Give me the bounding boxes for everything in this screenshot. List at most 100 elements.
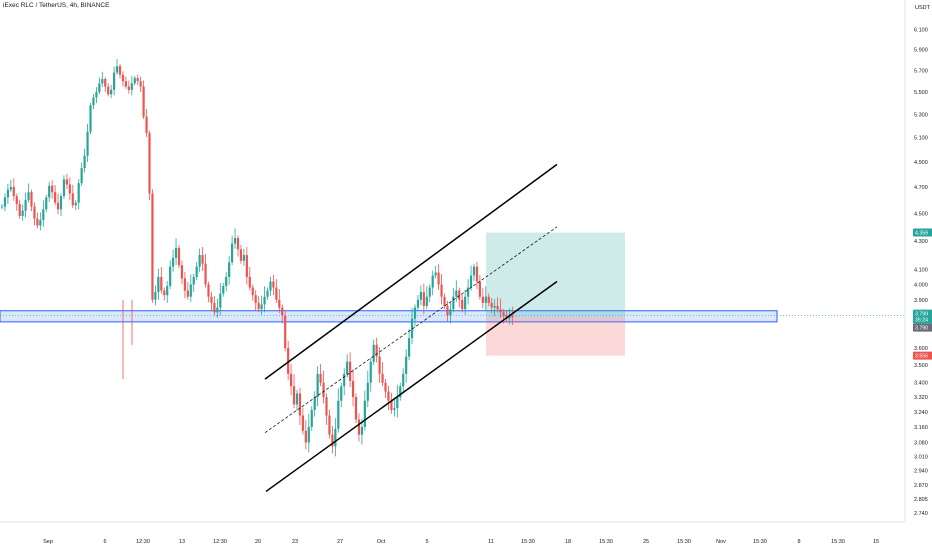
candle xyxy=(322,370,325,404)
candle xyxy=(475,261,479,290)
candle xyxy=(3,193,7,212)
candle xyxy=(278,289,281,314)
x-tick-label: 15:30 xyxy=(753,539,767,545)
x-tick-label: 13 xyxy=(179,539,185,545)
candle xyxy=(422,283,425,314)
y-tick-label: 4.500 xyxy=(914,211,928,217)
y-tick-label: 3.160 xyxy=(914,425,928,431)
candle xyxy=(186,282,189,300)
x-tick-label: 25 xyxy=(643,539,649,545)
candle xyxy=(428,284,431,303)
candle xyxy=(387,385,390,410)
candle xyxy=(148,130,151,201)
target-price-badge: 4.359 xyxy=(913,228,932,237)
candle xyxy=(275,279,278,303)
y-tick-label: 2.940 xyxy=(914,469,928,475)
chart-title: iExec RLC / TetherUS, 4h, BINANCE xyxy=(3,2,110,9)
candle xyxy=(166,281,169,303)
candle xyxy=(502,309,505,324)
candle xyxy=(42,200,45,227)
svg-text:3.556: 3.556 xyxy=(915,354,928,360)
candle xyxy=(107,83,110,97)
candle xyxy=(86,123,89,162)
candle xyxy=(195,261,198,280)
candle xyxy=(284,310,287,352)
candle xyxy=(157,268,160,300)
candle xyxy=(15,193,18,211)
svg-text:35:24: 35:24 xyxy=(915,318,928,324)
y-tick-label: 2.805 xyxy=(914,497,928,503)
candle xyxy=(142,80,145,120)
candle xyxy=(334,418,337,457)
y-tick-label: 4.000 xyxy=(914,282,928,288)
candle xyxy=(478,274,481,300)
x-tick-label: Oct xyxy=(377,539,386,545)
candle xyxy=(437,264,440,290)
candle xyxy=(511,306,514,326)
candles xyxy=(0,59,514,457)
candle xyxy=(30,189,33,212)
y-tick-label: 2.870 xyxy=(914,483,928,489)
candle xyxy=(481,288,484,309)
x-tick-label: 23 xyxy=(292,539,298,545)
candle xyxy=(124,76,127,89)
y-tick-label: 4.700 xyxy=(914,185,928,191)
candle xyxy=(446,301,449,322)
candle xyxy=(174,238,178,266)
channel-lower-line xyxy=(265,280,558,493)
candle xyxy=(68,177,71,201)
candle xyxy=(210,291,213,311)
y-tick-label: 3.010 xyxy=(914,454,928,460)
candle xyxy=(354,393,358,424)
candle xyxy=(172,249,175,272)
currency-label: USDT xyxy=(915,5,931,11)
candle xyxy=(192,274,195,293)
x-tick-label: 12:30 xyxy=(136,539,150,545)
candle xyxy=(160,266,163,294)
candle xyxy=(110,85,113,99)
candle xyxy=(133,75,136,86)
candle xyxy=(77,179,80,210)
candle xyxy=(449,302,452,324)
candle xyxy=(458,287,461,308)
candle xyxy=(45,194,48,212)
candle xyxy=(207,281,210,303)
candle xyxy=(62,175,66,199)
candle xyxy=(6,183,9,204)
candle xyxy=(48,181,51,203)
candle xyxy=(390,392,393,414)
y-tick-label: 4.900 xyxy=(914,160,928,166)
candle xyxy=(201,247,204,272)
candle xyxy=(254,290,257,311)
candle xyxy=(18,199,21,219)
candle xyxy=(51,180,54,199)
candle xyxy=(74,200,77,210)
y-tick-label: 3.080 xyxy=(914,440,928,446)
candle xyxy=(54,184,57,206)
y-tick-label: 4.300 xyxy=(914,239,928,245)
candle xyxy=(281,304,284,324)
candle xyxy=(295,389,299,411)
candle xyxy=(113,66,116,96)
target-zone xyxy=(486,232,625,318)
candle xyxy=(319,364,322,387)
candle xyxy=(325,393,328,426)
x-tick-label: 27 xyxy=(337,539,343,545)
candle xyxy=(59,193,63,217)
candle xyxy=(366,370,369,408)
x-tick-label: 15:30 xyxy=(521,539,535,545)
candle xyxy=(337,388,340,433)
candle xyxy=(496,297,499,313)
y-tick-label: 3.500 xyxy=(914,363,928,369)
candle xyxy=(410,307,414,344)
candle xyxy=(225,272,228,292)
candle xyxy=(396,384,399,418)
candle xyxy=(461,294,464,313)
candle xyxy=(24,192,27,218)
candle xyxy=(346,354,349,378)
candle xyxy=(381,362,384,387)
candle xyxy=(402,368,405,393)
candle xyxy=(260,295,263,315)
candle xyxy=(130,76,133,96)
